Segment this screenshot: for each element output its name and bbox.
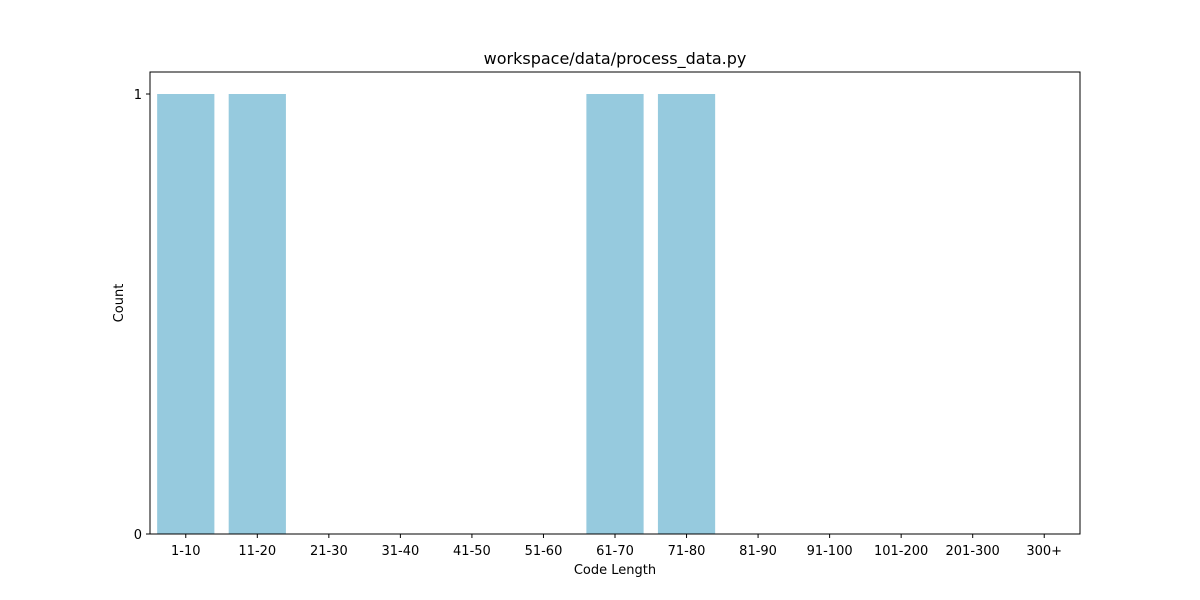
x-tick-label: 71-80 [668,544,706,559]
y-axis: 01 [134,88,150,543]
x-tick-label: 201-300 [946,544,1000,559]
x-tick-label: 61-70 [596,544,634,559]
x-tick-label: 81-90 [739,544,777,559]
x-tick-label: 21-30 [310,544,348,559]
x-tick-label: 11-20 [238,544,276,559]
x-tick-label: 101-200 [874,544,928,559]
bar-11-20 [228,94,286,534]
x-tick-label: 300+ [1026,544,1062,559]
bar-61-70 [586,94,644,534]
x-tick-label: 51-60 [525,544,563,559]
bars-layer [157,94,716,534]
y-axis-label: Count [112,284,127,323]
plot-frame [149,71,1081,535]
bar-1-10 [157,94,215,534]
x-axis: 1-10 11-20 21-30 31-40 41-50 51-60 61-70 71-80 8… [171,534,1062,559]
x-tick-label: 31-40 [381,544,419,559]
y-tick-label: 0 [134,528,142,543]
x-tick-label: 91-100 [807,544,853,559]
y-tick-label: 1 [134,88,142,103]
chart-title: workspace/data/process_data.py [484,49,747,69]
x-axis-label: Code Length [574,563,656,578]
x-tick-label: 41-50 [453,544,491,559]
bar-71-80 [657,94,716,534]
x-tick-label: 1-10 [171,544,201,559]
